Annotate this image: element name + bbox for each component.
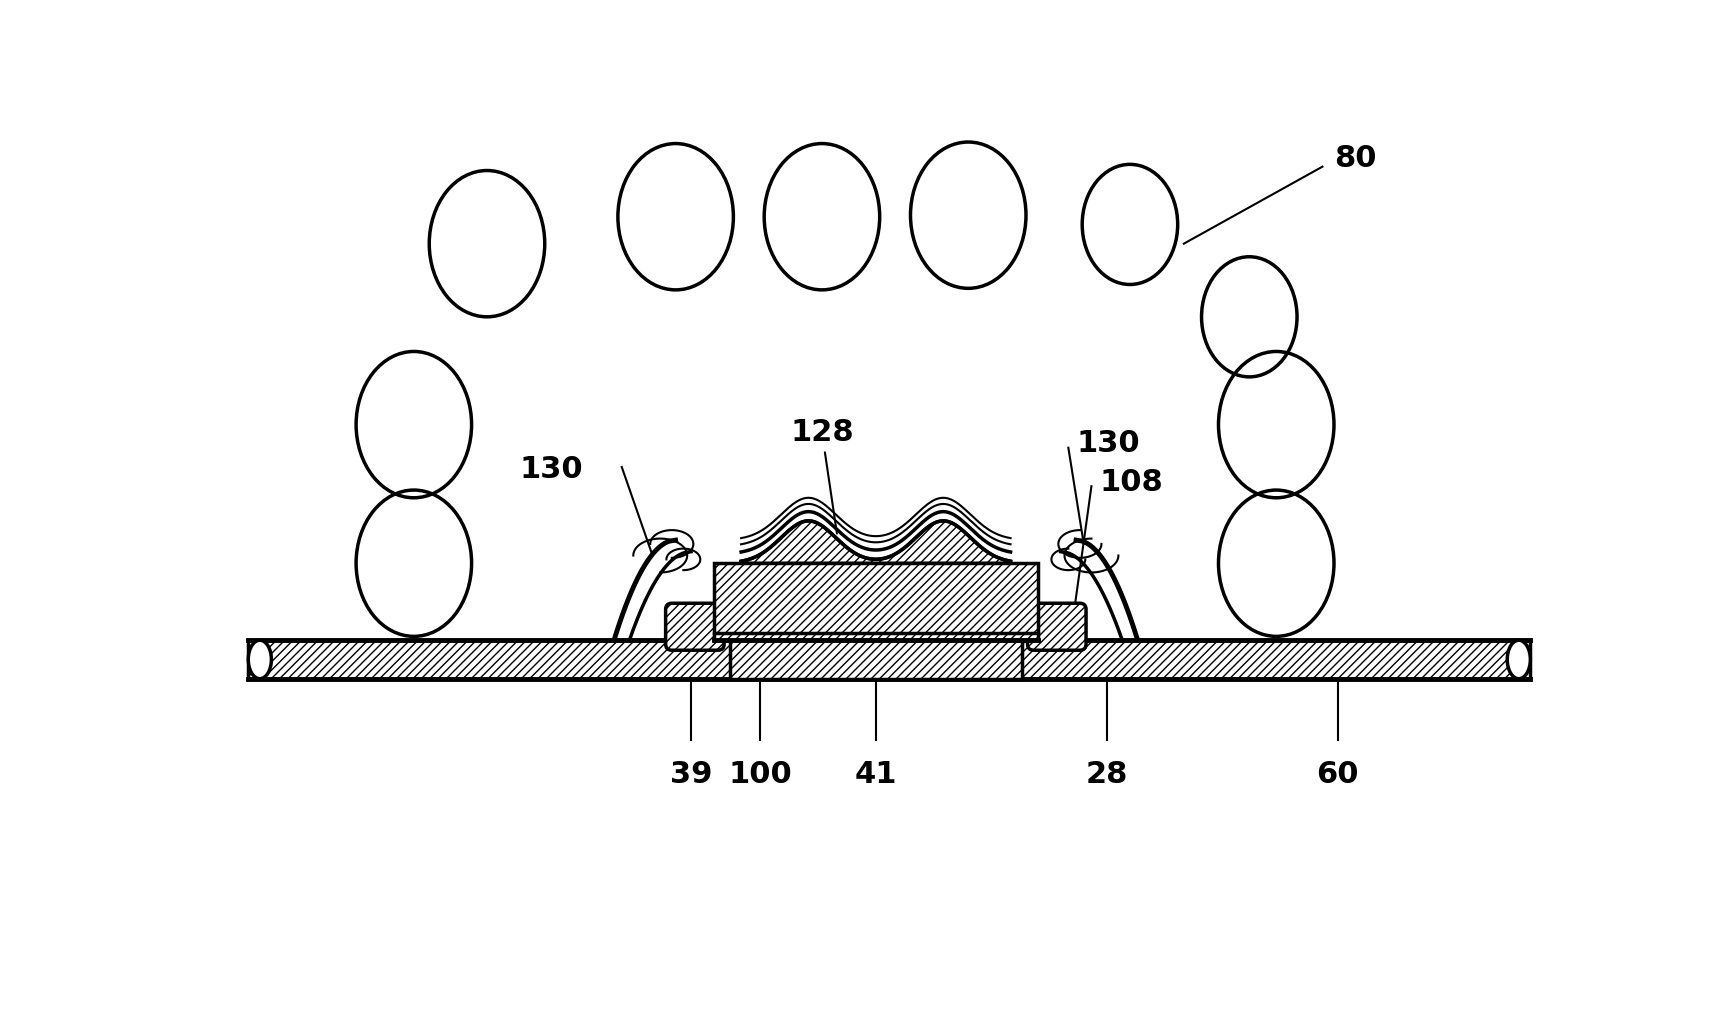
Text: 60: 60 <box>1316 759 1359 788</box>
Bar <box>713 564 1038 640</box>
Text: 41: 41 <box>854 759 898 788</box>
Text: 80: 80 <box>1333 144 1377 173</box>
Text: 128: 128 <box>790 418 854 534</box>
Text: 28: 28 <box>1085 759 1128 788</box>
Text: 130: 130 <box>519 455 583 484</box>
Text: 130: 130 <box>1076 429 1139 458</box>
Ellipse shape <box>248 640 271 679</box>
Text: 100: 100 <box>729 759 792 788</box>
Ellipse shape <box>1507 640 1531 679</box>
FancyBboxPatch shape <box>665 603 724 651</box>
Polygon shape <box>741 521 1010 564</box>
FancyBboxPatch shape <box>1028 603 1087 651</box>
Bar <box>729 640 1023 679</box>
Bar <box>248 640 1531 679</box>
Text: 108: 108 <box>1099 468 1163 497</box>
Text: 39: 39 <box>670 759 712 788</box>
